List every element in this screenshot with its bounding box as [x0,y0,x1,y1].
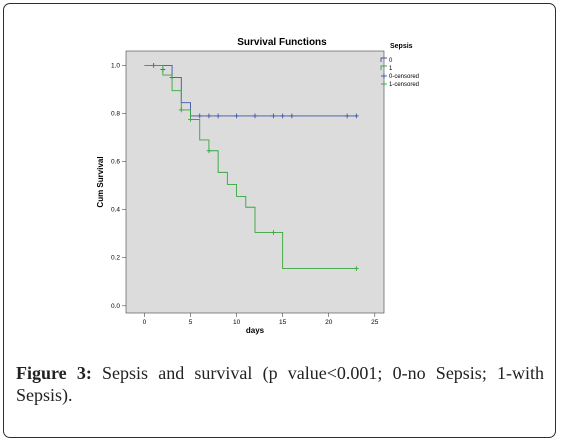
series-0-censor-mark [197,113,203,119]
series-1-line [144,64,357,269]
x-tick-label: 0 [143,319,147,326]
series-1-censor-mark [353,266,359,271]
series-0-censor-mark [344,113,350,119]
legend-label-0-censored: 0-censored [389,74,419,80]
series-0-censor-mark [271,113,276,119]
legend-title: Sepsis [390,43,413,50]
x-tick-label: 5 [189,319,193,326]
legend-graphic: Sepsis 0 1 0-censored 1-censored [380,43,419,88]
legend-line-1 [380,65,387,70]
x-tick-label: 10 [233,319,241,326]
series-0-censor-mark [252,113,258,119]
chart-area: Survival Functions 0 5 10 15 20 25 0.0 0.2 0.4 0.… [86,34,464,344]
y-axis-label: Cum Survival [96,156,105,207]
figure-caption: Figure 3: Sepsis and survival (p value<0… [16,362,544,406]
series-0-censor-mark [353,113,359,119]
axis-ticks: 0 5 10 15 20 25 0.0 0.2 0.4 0.6 0.8 1.0 [111,62,379,326]
series-layer [144,63,359,271]
caption-text: Sepsis and survival (p value<0.001; 0-no… [16,363,545,405]
series-0-censor-mark [215,113,221,119]
x-tick-label: 25 [371,319,379,326]
legend: Sepsis 0 1 0-censored 1-censored [380,40,460,104]
figure-frame: Survival Functions 0 5 10 15 20 25 0.0 0.2 0.4 0.… [3,3,556,438]
series-1-censor-mark [178,107,184,113]
series-1-censor-mark [206,148,212,154]
series-0-censor-mark [234,113,239,119]
series-0-censor-mark [280,113,286,119]
series-0-censor-mark [289,113,295,119]
y-tick-label: 0.2 [111,255,120,262]
series-1-censor-mark [188,117,193,122]
y-tick-label: 0.0 [111,303,120,310]
y-tick-label: 0.6 [111,159,120,166]
y-tick-label: 0.4 [111,207,120,214]
legend-label-1: 1 [389,66,393,72]
survival-chart: Survival Functions 0 5 10 15 20 25 0.0 0.2 0.4 0.… [96,37,385,335]
y-tick-label: 1.0 [111,62,120,69]
legend-label-1-censored: 1-censored [389,82,419,88]
plot-background [125,50,385,314]
legend-label-0: 0 [389,58,393,64]
legend-line-0 [380,57,387,62]
x-tick-label: 20 [325,319,333,326]
x-tick-label: 15 [279,319,287,326]
x-axis-label: days [246,326,265,335]
series-1-censor-mark [271,230,276,235]
caption-label: Figure 3: [16,363,92,383]
chart-title: Survival Functions [237,37,327,48]
y-tick-label: 0.8 [111,110,120,117]
series-0-censor-mark [206,113,212,119]
